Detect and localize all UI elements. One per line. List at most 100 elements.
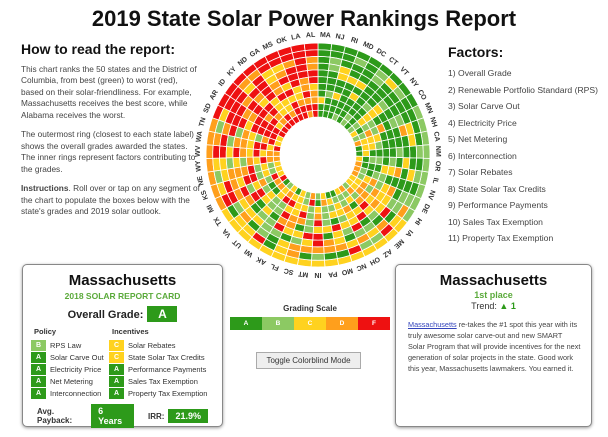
segment-wv-ring-2[interactable] [212, 144, 221, 159]
segment-nm-ring-1[interactable] [422, 144, 431, 159]
segment-in-ring-7[interactable] [313, 219, 323, 228]
factor-item: 3) Solar Carve Out [448, 101, 520, 111]
segment-in-ring-10[interactable] [314, 199, 322, 207]
grade-badge: A [109, 375, 124, 387]
segment-nm-ring-5[interactable] [395, 146, 404, 159]
state-label: SC [283, 266, 294, 275]
segment-nm-ring-3[interactable] [408, 145, 417, 159]
state-label: VA [221, 227, 232, 239]
state-label: KY [226, 66, 238, 78]
segment-in-ring-5[interactable] [312, 232, 324, 241]
state-label: RI [350, 37, 359, 46]
state-label: PA [328, 270, 338, 278]
segment-nm-ring-2[interactable] [415, 144, 424, 159]
segment-nm-ring-6[interactable] [388, 147, 397, 158]
grade-label: Solar Rebates [128, 340, 176, 350]
segment-wv-ring-6[interactable] [239, 147, 248, 158]
segment-wv-ring-4[interactable] [225, 146, 234, 159]
segment-in-ring-4[interactable] [311, 239, 325, 248]
segment-in-ring-11[interactable] [314, 192, 322, 201]
segment-in-ring-8[interactable] [313, 212, 323, 221]
state-label: NJ [335, 33, 345, 42]
state-label: ND [237, 56, 249, 68]
overall-label: Overall Grade: [67, 309, 144, 321]
incentives-heading: Incentives [112, 327, 149, 336]
segment-wv-ring-1[interactable] [205, 144, 214, 159]
segment-nm-ring-7[interactable] [382, 147, 391, 158]
segment-wv-ring-10[interactable] [266, 149, 274, 157]
segment-wy-ring-9[interactable] [259, 156, 268, 165]
segment-in-ring-2[interactable] [311, 252, 325, 261]
segment-al-ring-7[interactable] [308, 82, 319, 92]
segment-or-ring-7[interactable] [381, 156, 391, 167]
segment-ma-ring-4[interactable] [317, 62, 330, 72]
irr-value: 21.9% [168, 409, 208, 423]
segment-in-ring-3[interactable] [311, 246, 325, 254]
segment-al-ring-10[interactable] [311, 103, 319, 112]
segment-al-ring-6[interactable] [307, 76, 319, 85]
segment-wv-ring-9[interactable] [259, 149, 268, 158]
segment-wv-ring-3[interactable] [219, 145, 228, 159]
segment-pa-ring-9[interactable] [320, 205, 330, 214]
state-label: MS [262, 41, 275, 52]
grade-row: A Solar Carve Out [31, 351, 113, 363]
segment-nm-ring-4[interactable] [402, 146, 411, 159]
segment-wv-ring-5[interactable] [232, 146, 241, 159]
overall-grade-badge: A [147, 306, 178, 322]
factor-item: 9) Performance Payments [448, 200, 548, 210]
state-label: UT [231, 237, 243, 249]
segment-in-ring-1[interactable] [310, 259, 326, 268]
state-label: NC [355, 261, 367, 271]
segment-nm-ring-10[interactable] [362, 149, 370, 157]
state-label: LA [291, 33, 301, 42]
state-label: MI [206, 203, 216, 213]
payback-value: 6 Years [91, 404, 135, 428]
grade-label: Solar Carve Out [50, 352, 104, 362]
segment-pa-ring-11[interactable] [319, 191, 327, 201]
segment-nm-ring-9[interactable] [368, 149, 377, 158]
segment-nm-ring-11[interactable] [355, 150, 364, 157]
segment-al-ring-4[interactable] [306, 62, 319, 72]
segment-al-ring-3[interactable] [305, 56, 319, 65]
toggle-colorblind-button[interactable]: Toggle Colorblind Mode [256, 352, 361, 369]
segment-pa-ring-10[interactable] [320, 198, 328, 207]
segment-in-ring-6[interactable] [312, 226, 324, 234]
segment-wv-ring-8[interactable] [252, 148, 261, 158]
segment-al-ring-11[interactable] [312, 109, 319, 118]
segment-wy-ring-7[interactable] [245, 156, 255, 167]
segment-al-ring-8[interactable] [309, 89, 319, 98]
segment-wy-ring-8[interactable] [252, 156, 261, 166]
segment-ma-ring-3[interactable] [317, 56, 331, 65]
state-label: AZ [381, 247, 393, 259]
state-link[interactable]: Massachusetts [408, 320, 457, 329]
segment-wv-ring-7[interactable] [245, 147, 254, 158]
scale-c: C [294, 317, 326, 330]
segment-al-ring-5[interactable] [307, 69, 319, 78]
grade-row: B RPS Law [31, 339, 113, 351]
factor-item: 5) Net Metering [448, 134, 508, 144]
grade-label: Net Metering [50, 376, 93, 386]
segment-ma-ring-8[interactable] [317, 89, 327, 98]
payback-row: Avg. Payback: 6 Years IRR: 21.9% [37, 404, 222, 428]
segment-wy-ring-11[interactable] [272, 155, 281, 163]
grade-badge: A [31, 351, 46, 363]
segment-nm-ring-8[interactable] [375, 148, 384, 158]
state-detail-card: Massachusetts 1st place Trend: ▲ 1 Massa… [395, 264, 592, 427]
segment-ma-ring-6[interactable] [317, 76, 329, 85]
segment-wy-ring-10[interactable] [266, 155, 275, 164]
segment-al-ring-9[interactable] [310, 96, 319, 105]
state-label: IL [431, 177, 439, 185]
segment-in-ring-9[interactable] [313, 205, 323, 214]
state-label: GA [249, 48, 262, 59]
factor-item: 11) Property Tax Exemption [448, 233, 554, 243]
irr-label: IRR: [148, 411, 165, 421]
factor-item: 1) Overall Grade [448, 68, 512, 78]
segment-ma-ring-7[interactable] [317, 82, 328, 92]
grading-scale-heading: Grading Scale [283, 304, 337, 313]
grade-row: A Electricity Price [31, 363, 113, 375]
grade-label: Performance Payments [128, 364, 207, 374]
state-label: HI [413, 216, 423, 226]
instructions-text: . Roll over or tap on any segment of the… [21, 183, 200, 216]
segment-ma-ring-5[interactable] [317, 69, 329, 78]
